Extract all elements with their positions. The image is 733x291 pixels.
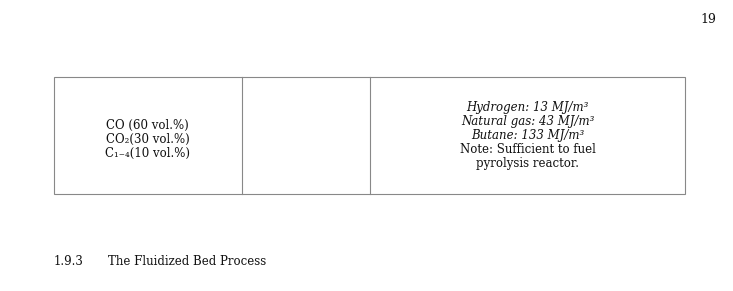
- Text: 19: 19: [700, 13, 716, 26]
- Text: Natural gas: 43 MJ/m³: Natural gas: 43 MJ/m³: [461, 115, 594, 128]
- Text: The Fluidized Bed Process: The Fluidized Bed Process: [108, 255, 267, 268]
- Text: C₁₋₄(10 vol.%): C₁₋₄(10 vol.%): [106, 147, 190, 160]
- Text: CO₂(30 vol.%): CO₂(30 vol.%): [106, 133, 190, 146]
- Text: Butane: 133 MJ/m³: Butane: 133 MJ/m³: [471, 129, 584, 142]
- Text: Hydrogen: 13 MJ/m³: Hydrogen: 13 MJ/m³: [467, 101, 589, 114]
- Text: pyrolysis reactor.: pyrolysis reactor.: [476, 157, 579, 170]
- Text: Note: Sufficient to fuel: Note: Sufficient to fuel: [460, 143, 596, 156]
- Text: CO (60 vol.%): CO (60 vol.%): [106, 119, 189, 132]
- Text: 1.9.3: 1.9.3: [54, 255, 84, 268]
- Bar: [54, 77, 685, 194]
